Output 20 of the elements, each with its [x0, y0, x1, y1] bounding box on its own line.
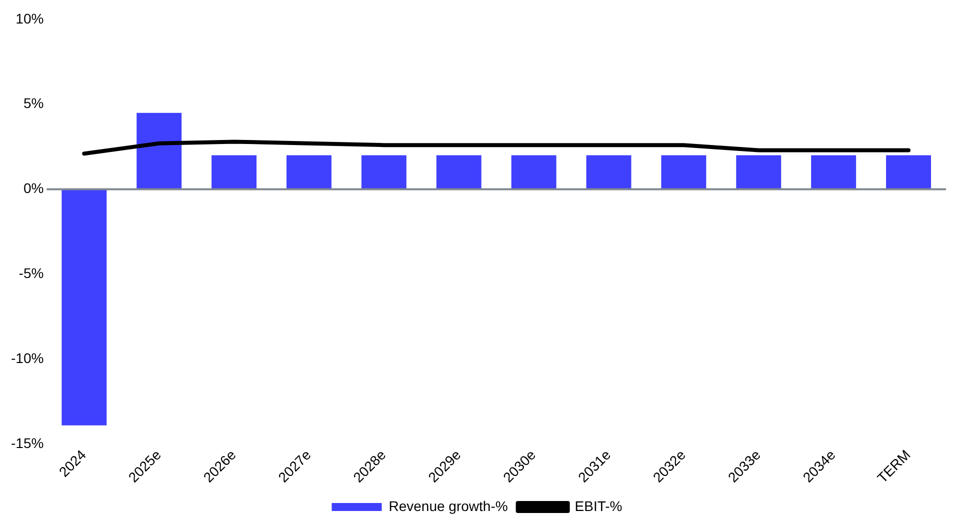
bar [736, 155, 782, 190]
legend-label: Revenue growth-% [388, 498, 508, 514]
bar [811, 155, 856, 190]
bar [286, 155, 332, 190]
bar [661, 155, 706, 190]
bar [436, 155, 482, 190]
y-tick-label: -10% [10, 350, 44, 366]
y-tick-label: -5% [18, 265, 44, 282]
legend-label: EBIT-% [574, 498, 622, 514]
y-tick-label: 5% [23, 95, 44, 112]
bar [511, 155, 556, 190]
bar [136, 112, 182, 190]
bar [62, 189, 107, 426]
y-tick-label: 0% [23, 180, 44, 196]
bar [212, 155, 257, 190]
bar [586, 155, 632, 190]
bar [361, 155, 406, 190]
bar [886, 155, 932, 190]
y-tick-label: 10% [16, 10, 44, 26]
y-tick-label: -15% [10, 434, 44, 451]
